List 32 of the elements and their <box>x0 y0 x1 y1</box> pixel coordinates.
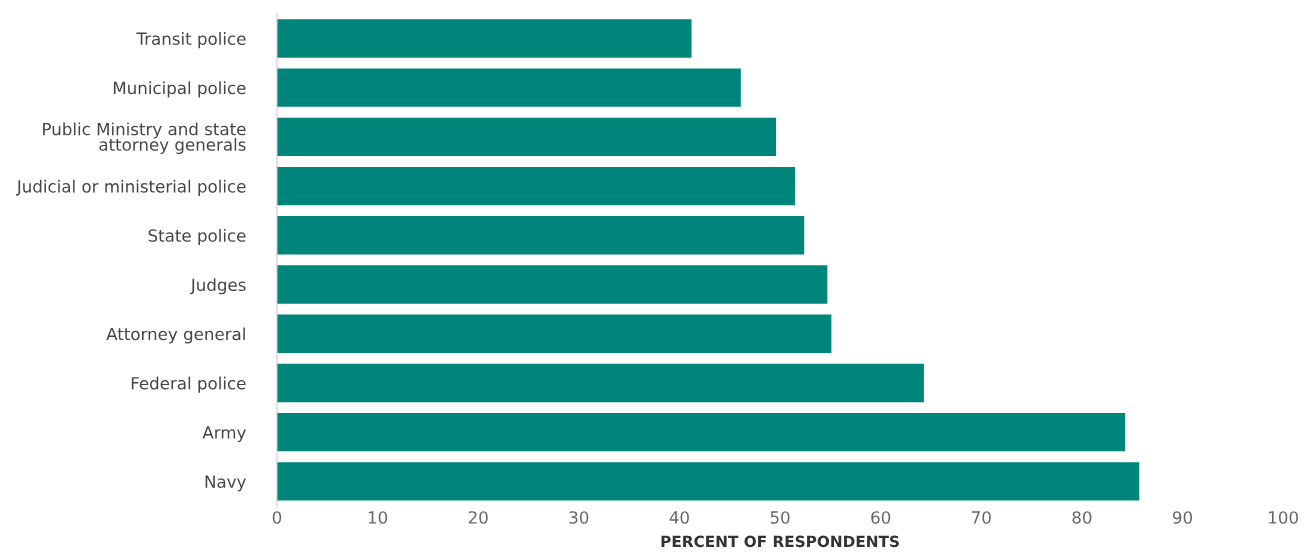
x-tick-label: 60 <box>871 511 891 524</box>
y-tick-label: Municipal police <box>113 81 246 98</box>
bar <box>276 265 828 304</box>
x-tick-label: 30 <box>569 511 589 524</box>
y-tick-label: Public Ministry and state attorney generals <box>43 122 246 155</box>
y-tick-label: Judicial or ministerial police <box>15 179 246 196</box>
bar <box>276 412 1126 452</box>
x-tick-label: 50 <box>770 511 790 524</box>
x-tick-label: 0 <box>272 511 282 524</box>
x-tick-label: 20 <box>468 511 488 524</box>
x-tick-label: 80 <box>1072 511 1092 524</box>
x-tick-label: 70 <box>972 511 991 524</box>
x-tick-label: 40 <box>669 511 689 524</box>
bar <box>276 216 805 255</box>
y-tick-label: Judges <box>189 278 246 295</box>
x-tick-label: 100 <box>1269 511 1298 524</box>
bar <box>276 68 741 107</box>
y-tick-label: Army <box>202 426 246 442</box>
bar <box>276 117 777 157</box>
bar <box>276 314 832 353</box>
bar <box>276 363 924 403</box>
y-tick-label: State police <box>148 228 246 246</box>
y-tick-label: Navy <box>205 475 246 492</box>
x-tick-label: 10 <box>368 511 388 524</box>
y-tick-label: Transit police <box>136 32 246 49</box>
x-tick-label: 90 <box>1172 511 1193 524</box>
bar <box>276 19 692 58</box>
y-tick-label: Federal police <box>131 376 246 393</box>
bar <box>276 462 1140 501</box>
y-tick-label: Attorney general <box>106 327 245 344</box>
bar <box>276 166 796 206</box>
x-axis-title: PERCENT OF RESPONDENTS <box>661 535 899 548</box>
